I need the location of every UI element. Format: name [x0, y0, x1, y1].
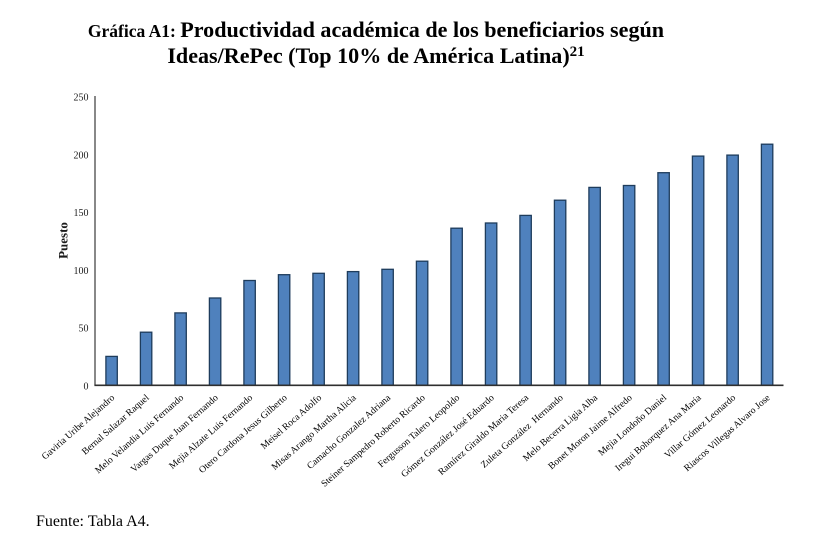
svg-text:50: 50 [79, 324, 89, 335]
svg-text:100: 100 [74, 266, 89, 277]
svg-text:0: 0 [84, 382, 89, 393]
svg-text:Meisel Roca Adolfo: Meisel Roca Adolfo [259, 392, 324, 451]
svg-text:Puesto: Puesto [56, 222, 71, 259]
svg-text:250: 250 [74, 93, 89, 104]
svg-text:150: 150 [74, 208, 89, 219]
svg-text:200: 200 [74, 150, 89, 161]
